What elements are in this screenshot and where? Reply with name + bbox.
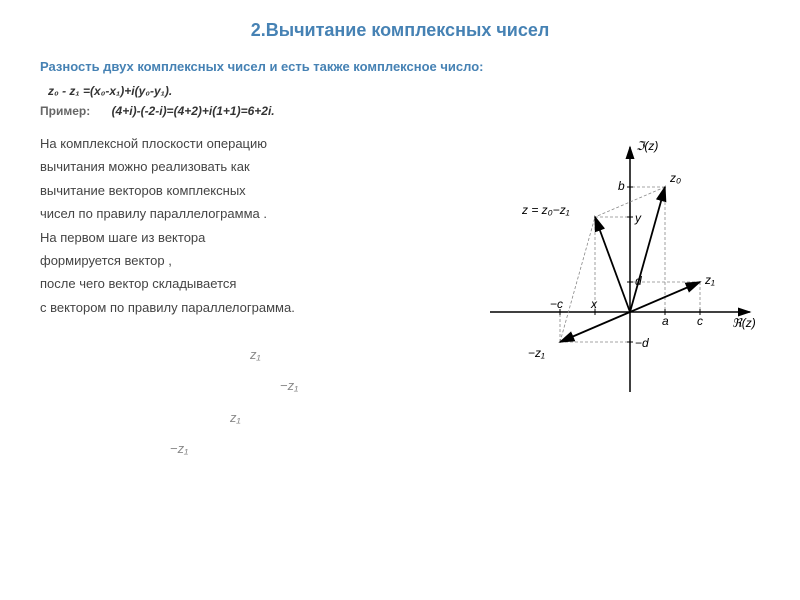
label-z1: z₁: [704, 273, 715, 287]
tick-b: b: [618, 179, 625, 193]
example-value: (4+i)-(-2-i)=(4+2)+i(1+1)=6+2i.: [112, 104, 275, 118]
tick-mc: −c: [550, 297, 563, 311]
tick-x: x: [590, 297, 598, 311]
label-mz1: −z₁: [528, 346, 545, 360]
vector-z: [595, 217, 630, 312]
para-7: после чего вектор складывается: [40, 272, 450, 295]
example-line: Пример: (4+i)-(-2-i)=(4+2)+i(1+1)=6+2i.: [40, 104, 760, 118]
subtitle: Разность двух комплексных чисел и есть т…: [40, 59, 760, 74]
var-mz1-b: −z₁: [170, 433, 450, 464]
vector-mz1: [560, 312, 630, 342]
tick-md: −d: [635, 336, 649, 350]
para-3: вычитание векторов комплексных: [40, 179, 450, 202]
tick-y: y: [634, 211, 642, 225]
tick-d: d: [635, 274, 642, 288]
label-z: z = z₀−z₁: [521, 203, 570, 217]
label-z0: z₀: [669, 171, 681, 185]
scattered-vars: z₁ −z₁ z₁ −z₁: [40, 339, 450, 464]
description-block: На комплексной плоскости операцию вычита…: [40, 132, 450, 464]
complex-plane-diagram: ℑ(z) ℜ(z): [470, 132, 760, 402]
para-4: чисел по правилу параллелограмма .: [40, 202, 450, 225]
var-z1-a: z₁: [250, 339, 450, 370]
para-6: формируется вектор ,: [40, 249, 450, 272]
diagram-labels: z₀ z₁ −z₁ z = z₀−z₁ a c −c x b y d −d: [521, 171, 715, 360]
page-title: 2.Вычитание комплексных чисел: [40, 20, 760, 41]
re-axis-label: ℜ(z): [732, 316, 756, 330]
tick-c: c: [697, 314, 703, 328]
para-5: На первом шаге из вектора: [40, 226, 450, 249]
tick-a: a: [662, 314, 669, 328]
var-z1-b: z₁: [230, 402, 450, 433]
vector-z0: [630, 187, 665, 312]
para-8: с вектором по правилу параллелограмма.: [40, 296, 450, 319]
example-label: Пример:: [40, 104, 90, 118]
im-axis-label: ℑ(z): [636, 139, 658, 153]
formula-main: z₀ - z₁ =(x₀-x₁)+i(y₀-y₁).: [48, 84, 760, 98]
var-mz1-a: −z₁: [280, 370, 450, 401]
para-2: вычитания можно реализовать как: [40, 155, 450, 178]
para-1: На комплексной плоскости операцию: [40, 132, 450, 155]
